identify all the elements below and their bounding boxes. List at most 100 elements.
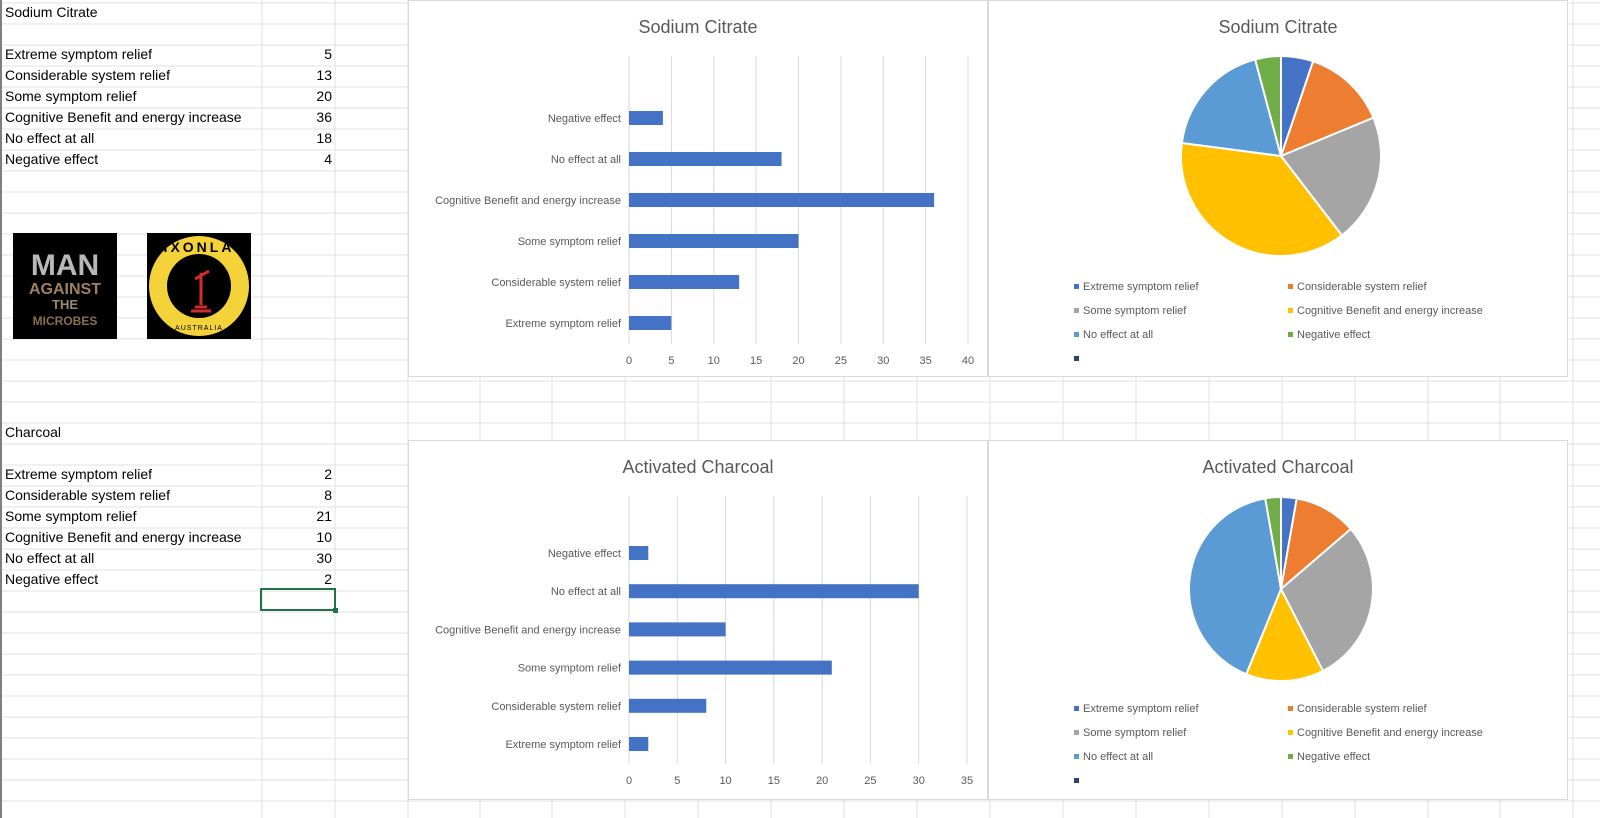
legend-label: Some symptom relief <box>1083 305 1187 317</box>
row-value[interactable]: 2 <box>324 466 332 482</box>
row-label[interactable]: No effect at all <box>5 130 95 146</box>
pie-slice <box>1264 495 1282 590</box>
row-label[interactable]: Considerable system relief <box>5 487 170 503</box>
y-category-label: No effect at all <box>551 154 621 166</box>
pie-slice <box>1188 497 1283 676</box>
row-value[interactable]: 10 <box>316 529 332 545</box>
row-value[interactable]: 30 <box>316 550 332 566</box>
legend-label: Negative effect <box>1297 751 1370 763</box>
row-value[interactable]: 2 <box>324 571 332 587</box>
row-value[interactable]: 4 <box>324 151 332 167</box>
row-value[interactable]: 21 <box>316 508 332 524</box>
legend-label: Some symptom relief <box>1083 727 1187 739</box>
bar <box>629 234 799 248</box>
y-category-label: Some symptom relief <box>518 236 622 248</box>
legend-swatch <box>1288 308 1293 313</box>
y-category-label: Cognitive Benefit and energy increase <box>435 195 621 207</box>
sodium-citrate-pie-chart[interactable]: Sodium Citrate Extreme symptom relief Cons… <box>988 0 1568 377</box>
legend-swatch <box>1288 284 1293 289</box>
legend-label: Considerable system relief <box>1297 703 1428 715</box>
row-value[interactable]: 36 <box>316 109 332 125</box>
row-value[interactable]: 18 <box>316 130 332 146</box>
row-label[interactable]: Cognitive Benefit and energy increase <box>5 109 242 125</box>
svg-text:THE: THE <box>52 297 78 312</box>
y-category-label: Negative effect <box>548 548 621 560</box>
legend-label: Extreme symptom relief <box>1083 703 1199 715</box>
x-tick-label: 10 <box>708 355 720 367</box>
bar <box>629 193 935 207</box>
y-category-label: Considerable system relief <box>491 701 622 713</box>
row-label[interactable]: Some symptom relief <box>5 508 137 524</box>
legend-swatch <box>1288 754 1293 759</box>
man-against-the-microbes-logo: MAN AGAINST THE MICROBES <box>13 233 117 339</box>
legend-swatch <box>1288 706 1293 711</box>
legend-label: No effect at all <box>1083 751 1153 763</box>
x-tick-label: 15 <box>768 775 780 787</box>
sodium-citrate-bar-chart[interactable]: Sodium Citrate 0 5 10 15 20 25 30 35 40 Extreme sy… <box>408 0 988 377</box>
y-category-label: Negative effect <box>548 113 621 125</box>
y-category-label: Considerable system relief <box>491 277 622 289</box>
row-label[interactable]: Negative effect <box>5 571 99 587</box>
pie-slice <box>1180 58 1283 158</box>
x-tick-label: 5 <box>674 775 680 787</box>
legend-swatch <box>1288 332 1293 337</box>
x-tick-label: 30 <box>913 775 925 787</box>
row-label[interactable]: Extreme symptom relief <box>5 466 153 482</box>
bar <box>629 275 740 289</box>
selected-cell[interactable] <box>260 588 338 613</box>
legend-swatch <box>1074 754 1079 759</box>
row-value[interactable]: 13 <box>316 67 332 83</box>
pie-slice <box>1279 116 1382 237</box>
nixonlab-australia-logo: NIXONLAB AUSTRALIA <box>147 233 251 339</box>
activated-charcoal-bar-chart[interactable]: Activated Charcoal 0 5 10 15 20 25 30 35 Extreme … <box>408 440 988 800</box>
activated-charcoal-pie-chart[interactable]: Activated Charcoal Extreme symptom relief… <box>988 440 1568 800</box>
row-value[interactable]: 8 <box>324 487 332 503</box>
y-category-label: Some symptom relief <box>518 663 622 675</box>
x-tick-label: 25 <box>835 355 847 367</box>
chart-title: Activated Charcoal <box>622 457 774 477</box>
legend-swatch <box>1074 308 1079 313</box>
bar <box>629 152 782 166</box>
legend-label: Negative effect <box>1297 329 1370 341</box>
svg-text:NIXONLAB: NIXONLAB <box>150 239 247 255</box>
x-tick-label: 15 <box>750 355 762 367</box>
row-value[interactable]: 20 <box>316 88 332 104</box>
x-tick-label: 35 <box>920 355 932 367</box>
legend-swatch <box>1074 332 1079 337</box>
row-label[interactable]: Negative effect <box>5 151 99 167</box>
svg-text:AGAINST: AGAINST <box>29 281 101 298</box>
section-title[interactable]: Charcoal <box>5 424 62 440</box>
row-label[interactable]: No effect at all <box>5 550 95 566</box>
svg-text:MICROBES: MICROBES <box>33 314 98 328</box>
pie-slice <box>1279 527 1374 673</box>
x-tick-label: 5 <box>668 355 674 367</box>
bar <box>629 737 649 751</box>
legend-swatch <box>1074 730 1079 735</box>
bar <box>629 660 832 675</box>
chart-title: Activated Charcoal <box>1202 457 1354 477</box>
row-label[interactable]: Some symptom relief <box>5 88 137 104</box>
legend-swatch <box>1288 730 1293 735</box>
legend-label: Cognitive Benefit and energy increase <box>1297 305 1483 317</box>
row-label[interactable]: Considerable system relief <box>5 67 170 83</box>
bar <box>629 111 663 125</box>
svg-text:AUSTRALIA: AUSTRALIA <box>175 325 223 332</box>
x-tick-label: 40 <box>962 355 974 367</box>
x-tick-label: 10 <box>719 775 731 787</box>
pie-slice <box>1253 54 1282 157</box>
pie-slice <box>1279 60 1375 158</box>
y-category-label: Extreme symptom relief <box>505 739 621 751</box>
x-tick-label: 30 <box>877 355 889 367</box>
bar <box>629 622 726 637</box>
row-value[interactable]: 5 <box>324 46 332 62</box>
svg-text:MAN: MAN <box>31 249 99 282</box>
chart-title: Sodium Citrate <box>638 17 758 37</box>
section-title[interactable]: Sodium Citrate <box>5 4 98 20</box>
legend-swatch <box>1074 284 1079 289</box>
bar <box>629 546 649 560</box>
x-tick-label: 0 <box>626 355 632 367</box>
legend-label: Extreme symptom relief <box>1083 281 1199 293</box>
row-label[interactable]: Cognitive Benefit and energy increase <box>5 529 242 545</box>
row-label[interactable]: Extreme symptom relief <box>5 46 153 62</box>
bar <box>629 316 672 330</box>
